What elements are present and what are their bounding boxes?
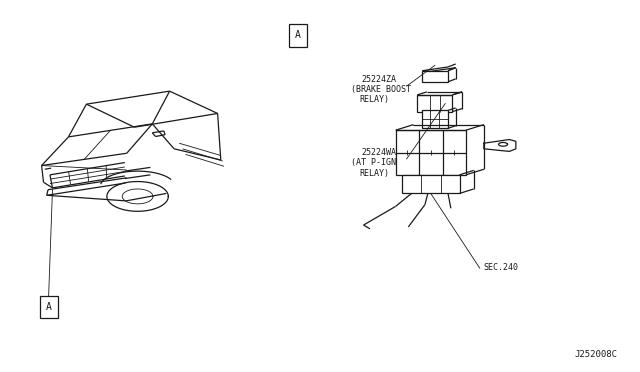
Text: RELAY): RELAY) xyxy=(360,169,390,178)
Text: RELAY): RELAY) xyxy=(360,95,390,104)
Bar xyxy=(396,130,466,175)
Text: SEC.240: SEC.240 xyxy=(483,263,518,272)
Bar xyxy=(402,175,460,193)
Text: 25224ZA: 25224ZA xyxy=(362,75,397,84)
Text: J252008C: J252008C xyxy=(575,350,618,359)
Text: 25224WA: 25224WA xyxy=(362,148,397,157)
Bar xyxy=(289,24,307,46)
Bar xyxy=(40,296,58,318)
Text: A: A xyxy=(295,31,301,40)
Bar xyxy=(417,95,452,112)
Text: A: A xyxy=(45,302,52,312)
Bar xyxy=(422,110,448,128)
Bar xyxy=(422,71,448,82)
Text: (BRAKE BOOST: (BRAKE BOOST xyxy=(351,85,411,94)
Text: (AT P-IGN: (AT P-IGN xyxy=(351,158,396,167)
